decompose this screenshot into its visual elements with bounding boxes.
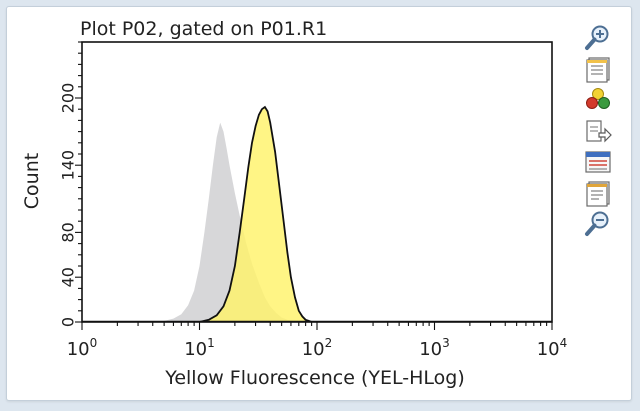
x-tick-labels: 100 101 102 103 104 — [67, 336, 568, 360]
series-yellow-area — [199, 105, 312, 322]
export-button[interactable] — [582, 115, 614, 146]
statistics-icon — [585, 150, 611, 173]
color-palette-button[interactable] — [582, 84, 614, 115]
y-tick-labels: 0 40 80 140 200 — [59, 83, 78, 327]
plot-area — [81, 41, 553, 323]
notes-icon — [586, 180, 610, 207]
plot-title: Plot P02, gated on P01.R1 — [80, 18, 328, 40]
zoom-out-button[interactable] — [582, 208, 614, 239]
y-tick-label: 80 — [59, 222, 78, 242]
export-icon — [586, 119, 612, 142]
zoom-in-icon — [585, 25, 609, 50]
x-tick-label: 100 — [67, 336, 98, 360]
plot-toolbar — [582, 22, 618, 239]
notes-button[interactable] — [582, 177, 614, 208]
y-tick-label: 40 — [59, 267, 78, 287]
x-tick-label: 103 — [419, 336, 450, 360]
x-tick-label: 104 — [537, 336, 568, 360]
x-tick-label: 102 — [302, 336, 333, 360]
color-palette-icon — [586, 87, 610, 109]
x-tick-marks — [81, 322, 553, 330]
zoom-out-icon — [585, 211, 609, 236]
y-tick-label: 0 — [59, 317, 78, 327]
properties-icon — [586, 56, 610, 83]
x-axis-label: Yellow Fluorescence (YEL-HLog) — [164, 367, 465, 389]
statistics-button[interactable] — [582, 146, 614, 177]
series-layer — [82, 105, 552, 322]
y-tick-marks — [75, 41, 82, 323]
y-axis-label: Count — [21, 153, 43, 209]
y-tick-label: 200 — [59, 83, 78, 114]
x-tick-label: 101 — [184, 336, 215, 360]
series-grey-area — [152, 122, 306, 322]
y-tick-label: 140 — [59, 150, 78, 181]
properties-button[interactable] — [582, 53, 614, 84]
zoom-in-button[interactable] — [582, 22, 614, 53]
